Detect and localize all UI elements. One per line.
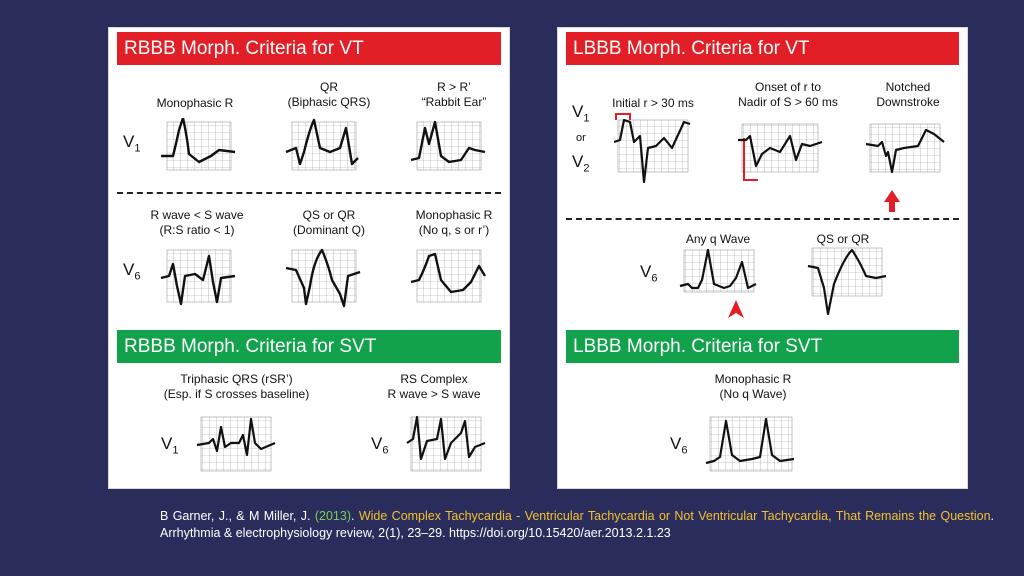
- lead-v1-label: V1: [572, 102, 590, 125]
- ecg-triphasic-rsr: [196, 416, 276, 472]
- ecg-any-q-wave: [679, 248, 757, 293]
- ecg-qs-or-qr: [807, 247, 887, 316]
- svt-lead-v1-label: V1: [161, 434, 179, 457]
- citation-sep: .: [350, 509, 359, 523]
- section-divider: [117, 192, 501, 194]
- rbbb-panel: RBBB Morph. Criteria for VT Monophasic R…: [108, 27, 510, 489]
- rbbb-svt-header: RBBB Morph. Criteria for SVT: [117, 330, 501, 363]
- ecg-r-less-than-s: [160, 249, 236, 306]
- ecg-monophasic-r-v6: [410, 249, 487, 303]
- triangle-marker-icon: [728, 300, 744, 318]
- ecg-notched-downstroke: [865, 123, 945, 174]
- svt-lead-v6-label: V6: [371, 434, 389, 457]
- or-text: or: [576, 132, 586, 144]
- svt-triphasic-label: Triphasic QRS (rSR’) (Esp. if S crosses b…: [163, 372, 310, 401]
- lead-v6-label: V6: [640, 262, 658, 285]
- section-divider: [566, 218, 959, 220]
- v1-onset-nadir-label: Onset of r to Nadir of S > 60 ms: [738, 80, 838, 109]
- rbbb-vt-header: RBBB Morph. Criteria for VT: [117, 32, 501, 65]
- ecg-monophasic-r: [161, 118, 236, 171]
- ecg-rabbit-ear: [410, 120, 486, 171]
- svt-lead-v6-label: V6: [670, 434, 688, 457]
- arrow-up-icon: [884, 190, 900, 212]
- lbbb-vt-header: LBBB Morph. Criteria for VT: [566, 32, 959, 65]
- lead-v1-label: V1: [123, 132, 141, 155]
- v1-qr-label: QR (Biphasic QRS): [287, 80, 371, 109]
- v6-qs-qr-label: QS or QR (Dominant Q): [292, 208, 366, 237]
- ecg-qr-biphasic: [285, 118, 359, 171]
- citation-rest: . Arrhythmia & electrophysiology review,…: [160, 509, 995, 540]
- v6-qs-qr-label: QS or QR: [816, 232, 870, 246]
- ecg-dominant-q: [285, 248, 361, 308]
- ecg-initial-r: [613, 113, 691, 184]
- svt-rs-complex-label: RS Complex R wave > S wave: [387, 372, 481, 401]
- v1-initial-r-label: Initial r > 30 ms: [612, 96, 694, 110]
- citation-year: (2013): [314, 509, 351, 523]
- svt-monophasic-label: Monophasic R (No q Wave): [714, 372, 792, 401]
- citation-title[interactable]: Wide Complex Tachycardia - Ventricular T…: [358, 509, 991, 523]
- lead-v6-label: V6: [123, 260, 141, 283]
- ecg-lbbb-svt-monophasic: [705, 416, 795, 472]
- citation-authors: B Garner, J., & M Miller, J.: [160, 509, 315, 523]
- v1-monophasic-r-label: Monophasic R: [156, 96, 234, 110]
- lbbb-panel: LBBB Morph. Criteria for VT Initial r > …: [557, 27, 968, 489]
- ecg-onset-nadir: [738, 123, 823, 181]
- v6-any-q-label: Any q Wave: [685, 232, 751, 246]
- v6-r-less-s-label: R wave < S wave (R:S ratio < 1): [150, 208, 244, 237]
- citation: B Garner, J., & M Miller, J. (2013). Wid…: [160, 508, 994, 542]
- lead-v2-label: V2: [572, 152, 590, 175]
- v1-rabbit-ear-label: R > R’ “Rabbit Ear”: [421, 80, 487, 109]
- lbbb-svt-header: LBBB Morph. Criteria for SVT: [566, 330, 959, 363]
- v6-monophasic-r-label: Monophasic R (No q, s or r’): [415, 208, 493, 237]
- v1-notched-label: Notched Downstroke: [876, 80, 940, 109]
- ecg-rs-complex: [406, 415, 486, 472]
